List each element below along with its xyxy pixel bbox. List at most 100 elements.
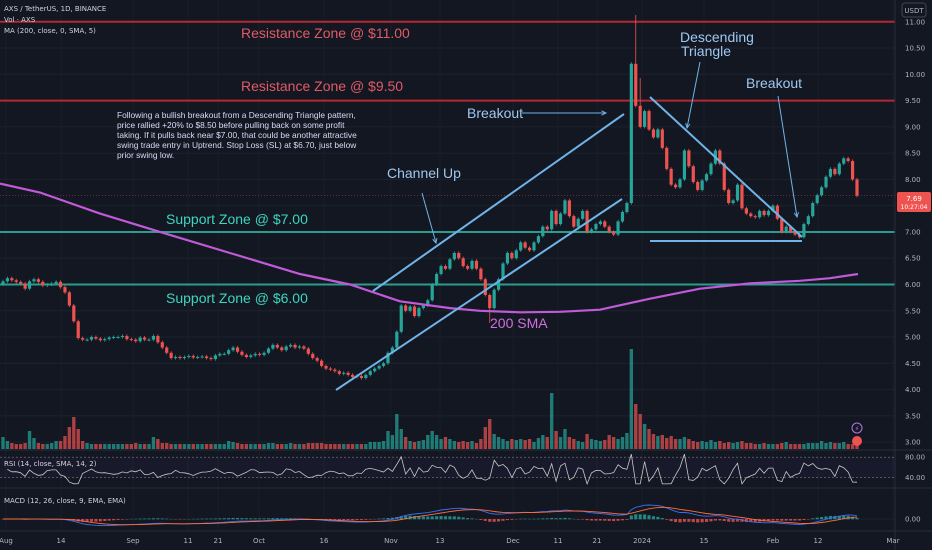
- volume-bar: [465, 442, 470, 449]
- candle-body: [532, 242, 536, 251]
- macd-histogram-bar: [151, 518, 155, 520]
- time-axis[interactable]: Aug 14 Sep 11 21 Oct 16 Nov 13 Dec 11 21 2024 15 Feb 12…: [0, 537, 900, 545]
- candle-body: [598, 221, 602, 225]
- macd-histogram-bar: [452, 516, 456, 520]
- macd-histogram-bar: [497, 519, 501, 522]
- macd-histogram-bar: [784, 519, 788, 521]
- last-price-countdown: 10:27:04: [901, 204, 928, 211]
- volume-bar: [249, 444, 253, 449]
- macd-histogram-bar: [510, 519, 514, 520]
- candle-body: [749, 213, 753, 217]
- macd-histogram-bar: [333, 519, 337, 521]
- candle-body: [740, 184, 744, 209]
- volume-bar: [222, 444, 226, 449]
- candle-body: [780, 218, 784, 232]
- volume-bar: [651, 434, 656, 449]
- macd-histogram-bar: [435, 516, 439, 520]
- note-line-4: swing trade entry in Uptrend. Stop Loss …: [117, 140, 357, 150]
- volume-bar: [355, 444, 359, 449]
- candle-body: [14, 280, 18, 282]
- macd-histogram-bar: [359, 519, 363, 520]
- volume-bar: [306, 443, 310, 449]
- resistance-11-label: Resistance Zone @ $11.00: [241, 25, 410, 41]
- volume-bar: [235, 443, 240, 449]
- candle-body: [103, 339, 107, 341]
- macd-histogram-bar: [81, 519, 85, 522]
- volume-bar: [828, 442, 833, 449]
- candle-body: [173, 356, 178, 359]
- candle-body: [443, 266, 448, 269]
- candle-body: [213, 355, 217, 360]
- ma-legend[interactable]: MA (200, close, 0, SMA, 5): [4, 27, 96, 35]
- candle-body: [63, 287, 67, 293]
- macd-histogram-bar: [589, 519, 594, 521]
- candle-body: [466, 266, 470, 269]
- volume-bar: [266, 443, 271, 449]
- symbol-legend[interactable]: AXS / TetherUS, 1D, BINANCE: [4, 5, 106, 13]
- volume-bar: [788, 444, 793, 449]
- candle-body: [811, 203, 815, 217]
- candle-body: [235, 347, 240, 352]
- currency-badge[interactable]: USDT: [901, 2, 927, 18]
- candle-body: [806, 216, 810, 225]
- descending-arrow-head: [685, 123, 691, 130]
- macd-histogram-bar: [116, 519, 120, 520]
- candle-body: [616, 221, 620, 235]
- macd-histogram-bar: [417, 516, 421, 520]
- volume-bar: [585, 434, 589, 449]
- macd-histogram-bar: [390, 517, 394, 520]
- volume-bar: [505, 441, 510, 449]
- volume-legend[interactable]: Vol · AXS: [4, 16, 36, 24]
- macd-histogram-bar: [558, 518, 563, 520]
- candle-body: [457, 252, 461, 259]
- volume-bar: [434, 435, 439, 449]
- volume-bar: [558, 437, 563, 449]
- candle-body: [660, 129, 664, 148]
- volume-bar: [682, 437, 687, 449]
- candle-body: [426, 300, 430, 306]
- candle-body: [350, 374, 355, 377]
- macd-histogram-bar: [381, 518, 386, 520]
- macd-histogram-bar: [346, 519, 350, 521]
- volume-bar: [572, 439, 576, 449]
- candle-body: [452, 252, 456, 260]
- macd-histogram-bar: [629, 515, 633, 520]
- volume-bar: [257, 444, 262, 449]
- time-tick-label: 14: [57, 537, 66, 545]
- candle-body: [581, 210, 585, 219]
- candle-body: [5, 278, 10, 282]
- volume-bar: [700, 441, 704, 449]
- candle-body: [837, 163, 841, 175]
- event-markers[interactable]: ⚡: [851, 422, 863, 446]
- time-tick-label: Feb: [767, 537, 780, 545]
- candle-body: [541, 226, 545, 237]
- support-7-label: Support Zone @ $7.00: [166, 211, 308, 227]
- rsi-legend[interactable]: RSI (14, close, SMA, 14, 2): [4, 460, 97, 468]
- macd-histogram-bar: [722, 519, 726, 522]
- macd-histogram-bar: [647, 515, 651, 520]
- volume-bar: [187, 444, 191, 449]
- volume-bar: [580, 442, 585, 449]
- candle-body: [85, 339, 89, 341]
- flash-event-icon[interactable]: [851, 422, 863, 434]
- candle-body: [373, 368, 377, 372]
- macd-histogram-bar: [607, 519, 611, 521]
- volume-bar: [704, 442, 709, 449]
- volume-bar: [802, 444, 806, 449]
- red-event-icon[interactable]: [852, 436, 862, 446]
- volume-bar: [10, 443, 14, 449]
- volume-bar: [815, 443, 819, 449]
- currency-badge-text: USDT: [904, 7, 924, 15]
- volume-bar: [713, 442, 718, 449]
- macd-histogram-bar: [828, 515, 832, 520]
- macd-legend[interactable]: MACD (12, 26, close, 9, EMA, EMA): [4, 497, 126, 505]
- volume-bars: [1, 349, 859, 449]
- price-tick-label: 5.50: [905, 307, 921, 315]
- candle-body: [107, 337, 111, 340]
- volume-bar: [5, 441, 10, 449]
- macd-histogram-bar: [275, 518, 279, 520]
- candle-body: [629, 63, 633, 204]
- macd-histogram-bar: [532, 518, 536, 520]
- volume-bar: [209, 444, 213, 449]
